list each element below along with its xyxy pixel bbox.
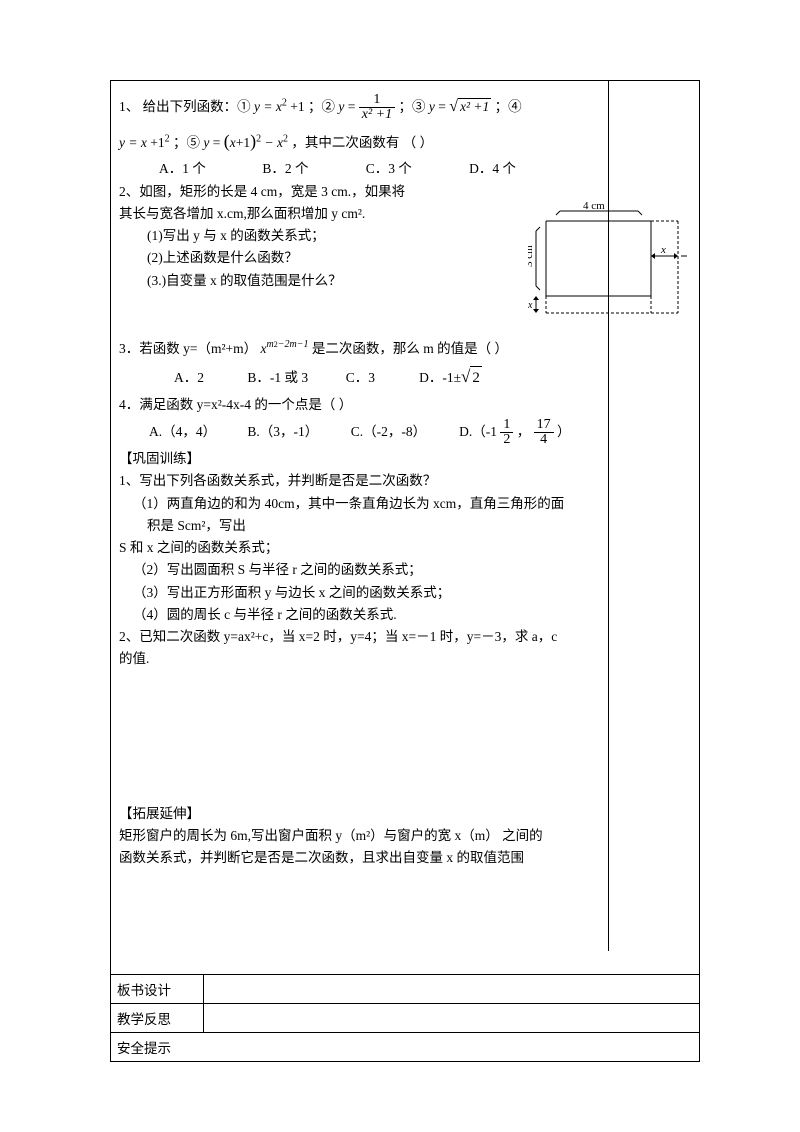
- q3-exp: m2−2m−1: [267, 339, 309, 350]
- q1-f5-eq: =: [213, 135, 221, 150]
- q1-f5-y: y: [203, 135, 209, 150]
- q4-l1: 4．满足函数 y=x²-4x-4 的一个点是（ ）: [119, 395, 600, 415]
- q1-f5-sup: 2: [256, 134, 261, 145]
- root-icon: √: [449, 98, 458, 115]
- q3-l1a: 3．若函数 y=（m²+m）: [119, 341, 257, 356]
- footer-cell-1: [204, 975, 700, 1004]
- q4-optD-b: ，: [517, 418, 531, 445]
- q1-optA: A．1 个: [159, 159, 259, 179]
- outer-border: 1、 给出下列函数：① y = x2 +1 ；② y = 1x² +1 ；③ y…: [110, 80, 700, 1062]
- q1-sep2: ；③: [398, 99, 425, 114]
- q4-frac1: 12: [500, 418, 513, 447]
- sec1-l2a: 2、已知二次函数 y=ax²+c，当 x=2 时，y=4；当 x=－1 时，y=…: [119, 627, 600, 647]
- q1-l2-c: +1: [150, 135, 164, 150]
- footer-row-3: 安全提示: [111, 1033, 699, 1062]
- footer-label-1: 板书设计: [111, 975, 204, 1004]
- q4-optD-c: ）: [557, 418, 571, 445]
- q1-intro: 1、 给出下列函数：①: [119, 99, 251, 114]
- fn: 1: [500, 418, 513, 433]
- q1-f2-frac: 1x² +1: [359, 93, 395, 122]
- q3-l1b: 是二次函数，那么 m 的值是（ ）: [312, 341, 508, 356]
- q1-f1-eq: = x: [263, 99, 281, 114]
- h-label: 3 cm: [528, 245, 535, 267]
- q1-f5-mx: − x: [264, 135, 282, 150]
- sec2-title: 【拓展延伸】: [119, 804, 600, 824]
- q4-optC: C.（-2，-8）: [351, 418, 456, 445]
- q1-f5-sup2: 2: [283, 134, 288, 145]
- q1-f1-y: y: [254, 99, 260, 114]
- q1-l2-eq: = x: [128, 135, 146, 150]
- footer-cell-2: [204, 1004, 700, 1033]
- q1-f2-y: y: [338, 99, 344, 114]
- fd2: 4: [534, 433, 554, 447]
- sec1-title: 【巩固训练】: [119, 449, 600, 469]
- q1-sep4: ；⑤: [173, 135, 200, 150]
- q1-optB: B．2 个: [262, 159, 362, 179]
- q4-options: A.（4，4） B.（3，-1） C.（-2，-8） D.（-1 12 ， 17…: [119, 418, 600, 447]
- q4-optD-a: D.（-1: [459, 418, 497, 445]
- q1-optC: C．3 个: [366, 159, 466, 179]
- footer-cell-3: [204, 1033, 700, 1062]
- footer-table: 板书设计 教学反思 安全提示: [111, 974, 699, 1061]
- footer-row-1: 板书设计: [111, 975, 699, 1004]
- q4-optA: A.（4，4）: [149, 418, 244, 445]
- q3-optC: C．3: [346, 368, 416, 388]
- q4-frac2: 174: [534, 418, 554, 447]
- q1-tail: ，其中二次函数有 （ ）: [291, 135, 433, 150]
- q1-f5-p1: +1: [236, 135, 250, 150]
- q3-options: A．2 B．-1 或 3 C．3 D．-1±√2: [119, 364, 600, 390]
- q1-sep1: ；②: [308, 99, 335, 114]
- q1-l2-y: y: [119, 135, 125, 150]
- gap2: [119, 672, 600, 802]
- w-label: 4 cm: [583, 201, 605, 212]
- q1-f2-eq: =: [348, 99, 356, 114]
- page: 1、 给出下列函数：① y = x2 +1 ；② y = 1x² +1 ；③ y…: [0, 0, 800, 1132]
- q1-f3-eq: =: [438, 99, 446, 114]
- frac-num: 1: [359, 93, 395, 108]
- sec1-s4: （4）圆的周长 c 与半径 r 之间的函数关系式.: [119, 605, 600, 625]
- q3-optD-a: D．-1±: [419, 368, 461, 388]
- sec1-s1a: （1）两直角边的和为 40cm，其中一条直角边长为 xcm，直角三角形的面: [119, 494, 600, 514]
- q1-f1-c: +1: [290, 99, 304, 114]
- q1-l2-sup: 2: [165, 134, 170, 145]
- sec1-l1: 1、写出下列各函数关系式，并判断是否是二次函数？: [119, 471, 600, 491]
- fd: 2: [500, 433, 513, 447]
- sec2-l2: 函数关系式，并判断它是否是二次函数，且求出自变量 x 的取值范围: [119, 848, 600, 868]
- q4-optB: B.（3，-1）: [247, 418, 347, 445]
- q3-root-arg: 2: [470, 366, 482, 390]
- sec1-s3: （3）写出正方形面积 y 与边长 x 之间的函数关系式；: [119, 583, 600, 603]
- footer-row-2: 教学反思: [111, 1004, 699, 1033]
- diagram-svg: 4 cm 3 cm x x: [528, 201, 688, 316]
- q1-options: A．1 个 B．2 个 C．3 个 D．4 个: [119, 159, 600, 179]
- q1-f1-sup: 2: [282, 98, 287, 109]
- rectangle-diagram: 4 cm 3 cm x x: [528, 201, 688, 316]
- q2-l1: 2、如图，矩形的长是 4 cm，宽是 3 cm.，如果将: [119, 182, 600, 202]
- q1-f3-y: y: [429, 99, 435, 114]
- sec1-l2b: 的值.: [119, 649, 600, 669]
- frac-den: x² +1: [359, 108, 395, 122]
- fn2: 17: [534, 418, 554, 433]
- q1-line1: 1、 给出下列函数：① y = x2 +1 ；② y = 1x² +1 ；③ y…: [119, 91, 600, 123]
- sec1-s1c: S 和 x 之间的函数关系式；: [119, 538, 600, 558]
- q3-optB: B．-1 或 3: [247, 368, 342, 388]
- footer-label-2: 教学反思: [111, 1004, 204, 1033]
- q1-line2: y = x +12 ；⑤ y = (x+1)2 − x2 ，其中二次函数有 （ …: [119, 125, 600, 157]
- root-icon-2: √: [461, 364, 470, 390]
- sec1-s2: （2）写出圆面积 S 与半径 r 之间的函数关系式；: [119, 560, 600, 580]
- q3-line: 3．若函数 y=（m²+m） xm2−2m−1 是二次函数，那么 m 的值是（ …: [119, 335, 600, 362]
- q1-root-arg: x² +1: [458, 98, 491, 114]
- sec2-l1: 矩形窗户的周长为 6m,写出窗户面积 y（m²）与窗户的宽 x（m） 之间的: [119, 826, 600, 846]
- q1-sep3: ；④: [495, 99, 522, 114]
- x-label: x: [660, 244, 666, 256]
- content-cell: 1、 给出下列函数：① y = x2 +1 ；② y = 1x² +1 ；③ y…: [111, 81, 609, 951]
- footer-label-3: 安全提示: [111, 1033, 204, 1062]
- x-label-2: x: [528, 300, 533, 311]
- q3-optA: A．2: [174, 368, 244, 388]
- q1-optD: D．4 个: [469, 159, 516, 179]
- sec1-s1b: 积是 Scm²，写出: [119, 516, 600, 536]
